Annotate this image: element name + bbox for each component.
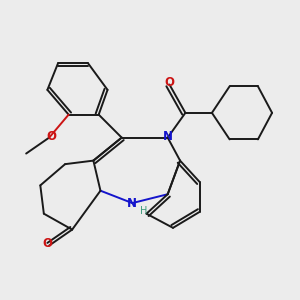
Text: O: O — [42, 237, 52, 250]
Text: O: O — [164, 76, 175, 89]
Text: H: H — [140, 206, 147, 216]
Text: O: O — [46, 130, 56, 143]
Text: N: N — [127, 196, 136, 210]
Text: N: N — [163, 130, 173, 143]
